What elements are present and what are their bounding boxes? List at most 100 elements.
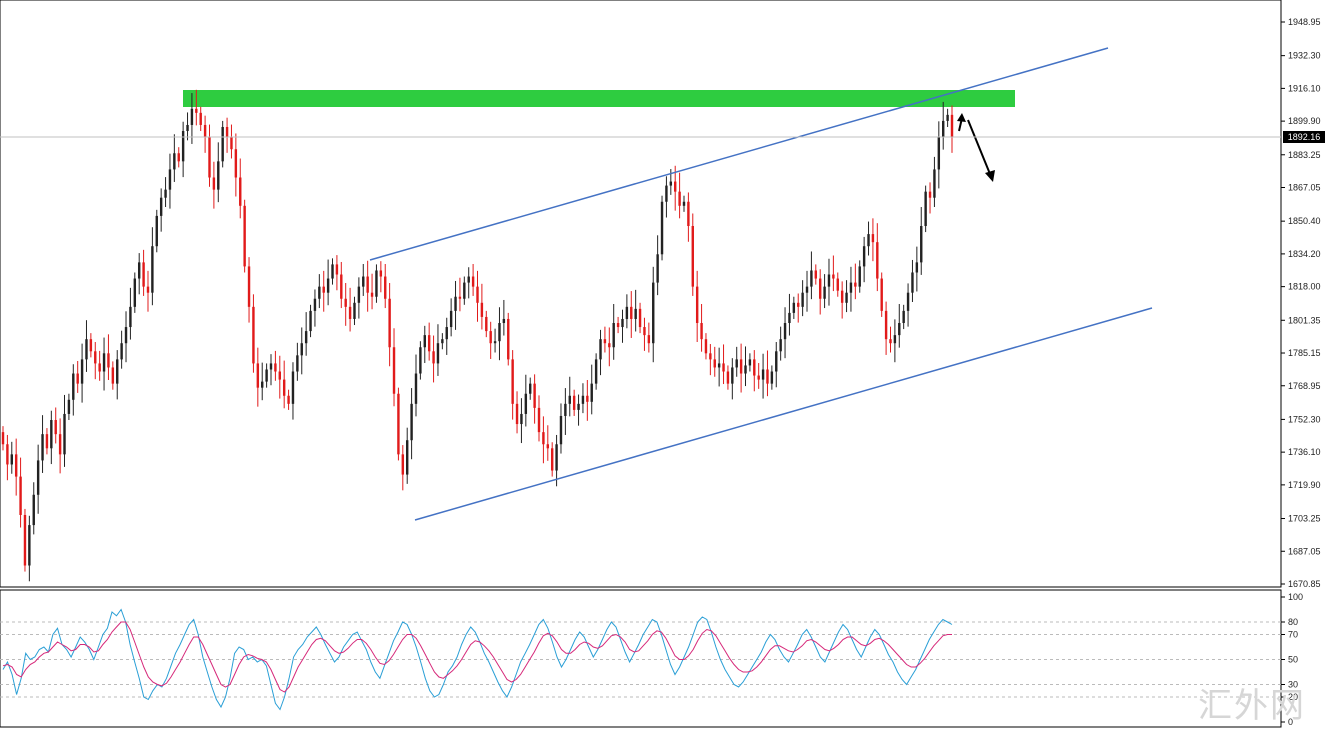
candle xyxy=(862,236,866,283)
candle xyxy=(902,304,905,330)
candle xyxy=(818,269,822,315)
candle xyxy=(265,363,268,388)
candle xyxy=(524,374,528,427)
candle xyxy=(441,333,444,350)
candle xyxy=(775,342,778,388)
candle xyxy=(410,388,413,460)
candle xyxy=(893,319,897,363)
candle xyxy=(261,362,264,401)
candle xyxy=(805,270,809,312)
candle xyxy=(814,264,818,285)
candle xyxy=(889,326,892,353)
candle xyxy=(476,270,479,322)
candle xyxy=(735,346,738,377)
main-plot-frame xyxy=(0,0,1282,588)
candle xyxy=(471,263,475,296)
candle xyxy=(757,363,760,389)
candle xyxy=(107,334,110,380)
candle xyxy=(937,121,941,189)
candle xyxy=(217,142,220,203)
candle xyxy=(928,182,932,214)
candle xyxy=(129,287,132,340)
channel-lower-line xyxy=(414,307,1153,521)
osc-tick-label: 20 xyxy=(1288,692,1298,702)
candle xyxy=(511,350,514,420)
candle xyxy=(599,329,602,376)
candle xyxy=(401,445,405,491)
candle xyxy=(577,394,580,426)
oscillator-layer xyxy=(2,608,953,711)
candle xyxy=(159,188,163,232)
candle xyxy=(340,261,343,309)
candle xyxy=(603,326,607,353)
candle xyxy=(405,427,409,484)
candle xyxy=(906,283,910,327)
candle xyxy=(72,364,75,416)
price-tick-label: 1719.90 xyxy=(1288,480,1321,490)
candle xyxy=(643,317,646,351)
candle xyxy=(1,426,5,451)
oscillator-slow-line xyxy=(2,621,952,693)
candle xyxy=(744,346,747,387)
candle xyxy=(924,185,927,233)
candle xyxy=(726,365,730,390)
candle xyxy=(568,376,571,417)
price-tick-label: 1752.30 xyxy=(1288,414,1321,424)
candle xyxy=(28,515,31,582)
candle xyxy=(177,147,180,168)
candle xyxy=(836,272,839,297)
osc-tick-label: 0 xyxy=(1288,717,1293,727)
candle xyxy=(384,263,387,309)
candle xyxy=(507,312,510,366)
candle xyxy=(695,270,699,343)
candle xyxy=(10,441,13,474)
candle xyxy=(797,293,800,323)
candle xyxy=(186,112,189,141)
candle xyxy=(54,407,57,444)
candle xyxy=(274,350,277,381)
candle xyxy=(427,322,431,361)
candle xyxy=(898,304,901,348)
candle xyxy=(291,362,295,420)
candle xyxy=(529,377,532,400)
candle xyxy=(19,457,22,528)
candle xyxy=(946,108,949,127)
candle xyxy=(50,410,53,465)
osc-tick-label: 70 xyxy=(1288,630,1298,640)
candle xyxy=(876,223,879,292)
candle xyxy=(493,328,497,353)
candle xyxy=(748,353,752,372)
candle xyxy=(717,347,721,387)
candle xyxy=(89,333,93,358)
candle xyxy=(76,360,79,393)
candle xyxy=(173,134,176,182)
candle xyxy=(45,428,49,455)
candle xyxy=(454,280,457,330)
candle xyxy=(23,508,27,572)
candle xyxy=(137,253,141,295)
price-tick-label: 1916.10 xyxy=(1288,83,1321,93)
candle xyxy=(397,387,400,461)
osc-tick-label: 30 xyxy=(1288,680,1298,690)
candle xyxy=(581,383,585,414)
candle xyxy=(243,199,246,273)
candle xyxy=(256,347,260,407)
candle xyxy=(634,289,637,332)
candle xyxy=(722,344,725,385)
candle xyxy=(375,264,378,303)
candle xyxy=(884,301,888,355)
candle xyxy=(269,354,273,386)
candle xyxy=(572,389,576,416)
candle xyxy=(146,270,150,312)
candle xyxy=(880,272,883,317)
candle xyxy=(357,277,361,319)
candle xyxy=(282,360,286,409)
candle xyxy=(783,307,787,359)
current-price-box xyxy=(1283,131,1325,143)
candle xyxy=(252,294,255,373)
candle xyxy=(120,330,123,369)
candle xyxy=(630,291,633,338)
candle xyxy=(362,263,365,296)
